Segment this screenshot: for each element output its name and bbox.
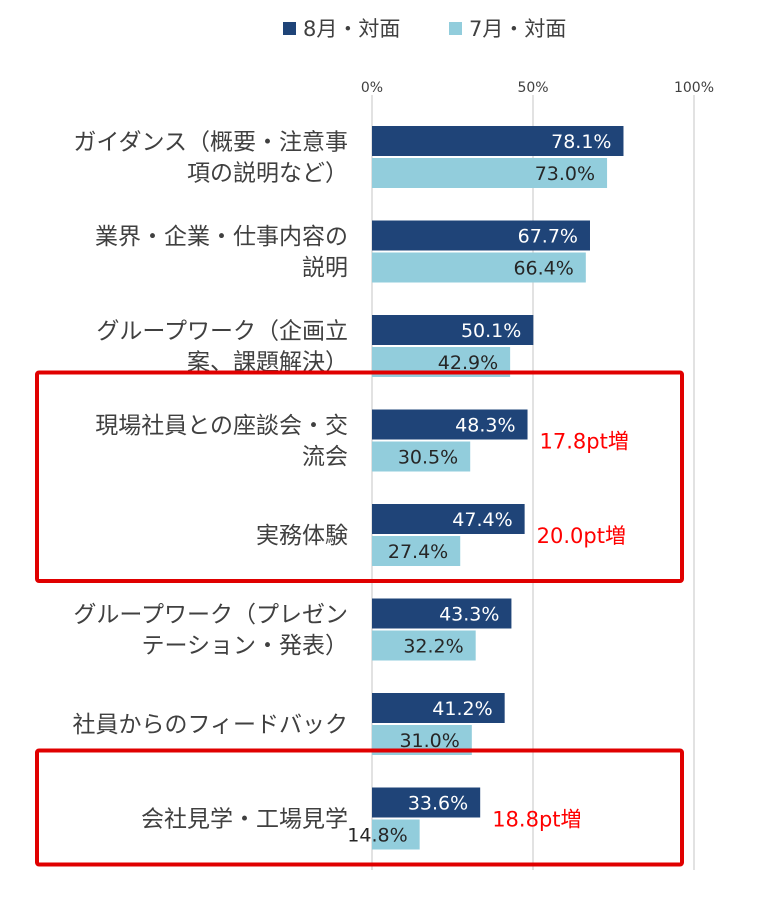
data-label: 78.1% — [551, 131, 611, 153]
highlight-box — [35, 748, 684, 867]
x-tick-label: 0% — [361, 80, 383, 96]
data-label: 14.8% — [347, 825, 407, 847]
data-label: 41.2% — [432, 698, 492, 720]
data-label: 33.6% — [408, 793, 468, 815]
category-label: 項の説明など） — [187, 161, 348, 187]
legend-label: 7月・対面 — [469, 17, 566, 41]
category-label: グループワーク（プレゼン — [73, 602, 348, 628]
data-label: 47.4% — [452, 509, 512, 531]
bar — [372, 536, 461, 566]
category-label: 会社見学・工場見学 — [141, 807, 348, 833]
data-label: 73.0% — [535, 163, 595, 185]
bar — [372, 441, 471, 472]
highlight-boxes — [35, 370, 684, 867]
data-label: 30.5% — [398, 447, 458, 469]
annotation: 20.0pt増 — [537, 524, 626, 548]
annotations: 17.8pt増 20.0pt増 18.8pt増 — [492, 430, 629, 832]
bar — [372, 252, 586, 283]
data-label: 32.2% — [403, 636, 463, 658]
bar — [372, 693, 505, 723]
legend: 8月・対面 7月・対面 — [283, 17, 566, 41]
bar — [372, 158, 608, 188]
legend-swatch — [283, 22, 296, 35]
data-label: 42.9% — [438, 352, 498, 374]
data-label: 43.3% — [439, 604, 499, 626]
bar — [372, 819, 420, 850]
category-label: 社員からのフィードバック — [72, 712, 348, 738]
category-label: 現場社員との座談会・交 — [95, 413, 348, 439]
legend-label: 8月・対面 — [303, 17, 400, 41]
bar — [372, 126, 624, 156]
data-label: 66.4% — [513, 258, 573, 280]
data-label: 31.0% — [399, 730, 459, 752]
bar — [372, 220, 590, 251]
bar — [372, 630, 476, 661]
category-label: 流会 — [302, 444, 348, 470]
data-label: 27.4% — [388, 541, 448, 563]
category-label: 実務体験 — [256, 523, 348, 549]
legend-swatch — [449, 22, 462, 35]
data-label: 50.1% — [461, 320, 521, 342]
x-tick-label: 50% — [517, 80, 548, 96]
bar — [372, 315, 534, 345]
data-label: 48.3% — [455, 415, 515, 437]
data-label: 67.7% — [518, 226, 578, 248]
bars: 78.1% 67.7% 50.1% 48.3% 47.4% 43.3% 41.2% 33.6%… — [347, 126, 624, 850]
category-label: グループワーク（企画立 — [96, 319, 348, 345]
highlight-box — [35, 370, 684, 583]
annotation: 17.8pt増 — [540, 430, 629, 454]
annotation: 18.8pt増 — [492, 808, 581, 832]
category-label: 業界・企業・仕事内容の — [95, 224, 348, 250]
bar — [372, 504, 525, 534]
category-label: ガイダンス（概要・注意事 — [73, 130, 348, 156]
category-label: 説明 — [302, 255, 348, 281]
bar — [372, 787, 481, 818]
bar — [372, 409, 528, 440]
x-tick-label: 100% — [674, 80, 714, 96]
x-axis-ticks: 0% 50% 100% — [361, 80, 714, 96]
bar — [372, 598, 512, 629]
category-label: テーション・発表） — [141, 633, 348, 659]
